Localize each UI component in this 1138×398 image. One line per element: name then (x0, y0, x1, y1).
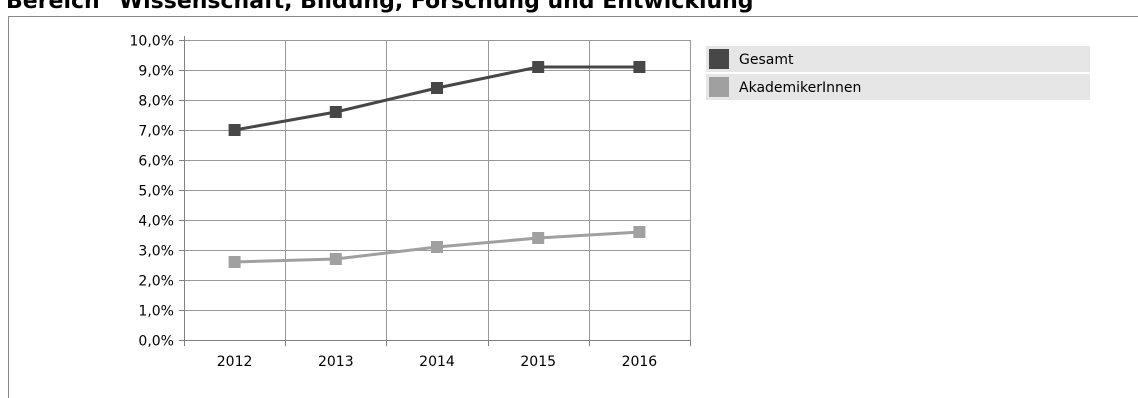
series-gesamt (228, 61, 646, 136)
legend-swatch (709, 49, 729, 69)
data-point-marker (431, 82, 443, 94)
legend: Gesamt AkademikerInnen (706, 46, 1090, 100)
y-tick-label: 9,0% (138, 64, 174, 80)
y-tick-label: 4,0% (138, 214, 174, 230)
chart-frame (8, 16, 1138, 398)
legend-swatch (709, 77, 729, 97)
data-point-marker (329, 106, 342, 118)
series-line (234, 65, 640, 132)
y-tick-label: 3,0% (138, 244, 174, 260)
y-tick-label: 2,0% (138, 274, 174, 290)
data-point-marker (532, 61, 545, 73)
data-point-marker (633, 226, 646, 238)
y-tick-label: 5,0% (138, 184, 174, 200)
y-tick-label: 10,0% (130, 34, 174, 50)
page-title: Bereich "Wissenschaft, Bildung, Forschun… (6, 0, 766, 14)
data-point-marker (431, 241, 443, 253)
legend-row (706, 46, 1090, 72)
y-tick-label: 8,0% (138, 94, 174, 110)
x-tick-label: 2013 (318, 354, 354, 370)
x-tick-label: 2015 (520, 354, 556, 370)
data-point-marker (532, 232, 545, 244)
data-point-marker (633, 61, 646, 73)
x-tick-label: 2014 (419, 354, 455, 370)
x-tick-label: 2016 (622, 354, 658, 370)
legend-row (706, 74, 1090, 100)
data-point-marker (228, 256, 241, 268)
legend-label: AkademikerInnen (739, 80, 861, 96)
data-point-marker (228, 124, 241, 136)
x-tick-label: 2012 (217, 354, 253, 370)
y-tick-label: 7,0% (138, 124, 174, 140)
y-tick-label: 1,0% (138, 304, 174, 320)
data-point-marker (329, 253, 342, 265)
legend-label: Gesamt (739, 52, 794, 68)
series-lines (228, 61, 646, 268)
y-tick-label: 0,0% (138, 334, 174, 350)
series-akademikerinnen (228, 226, 646, 268)
y-tick-label: 6,0% (138, 154, 174, 170)
axes: 0,0% 1,0% 2,0% 3,0% 4,0% 5,0% 6,0% 7,0% 8,0% 9,0%… (130, 34, 691, 370)
